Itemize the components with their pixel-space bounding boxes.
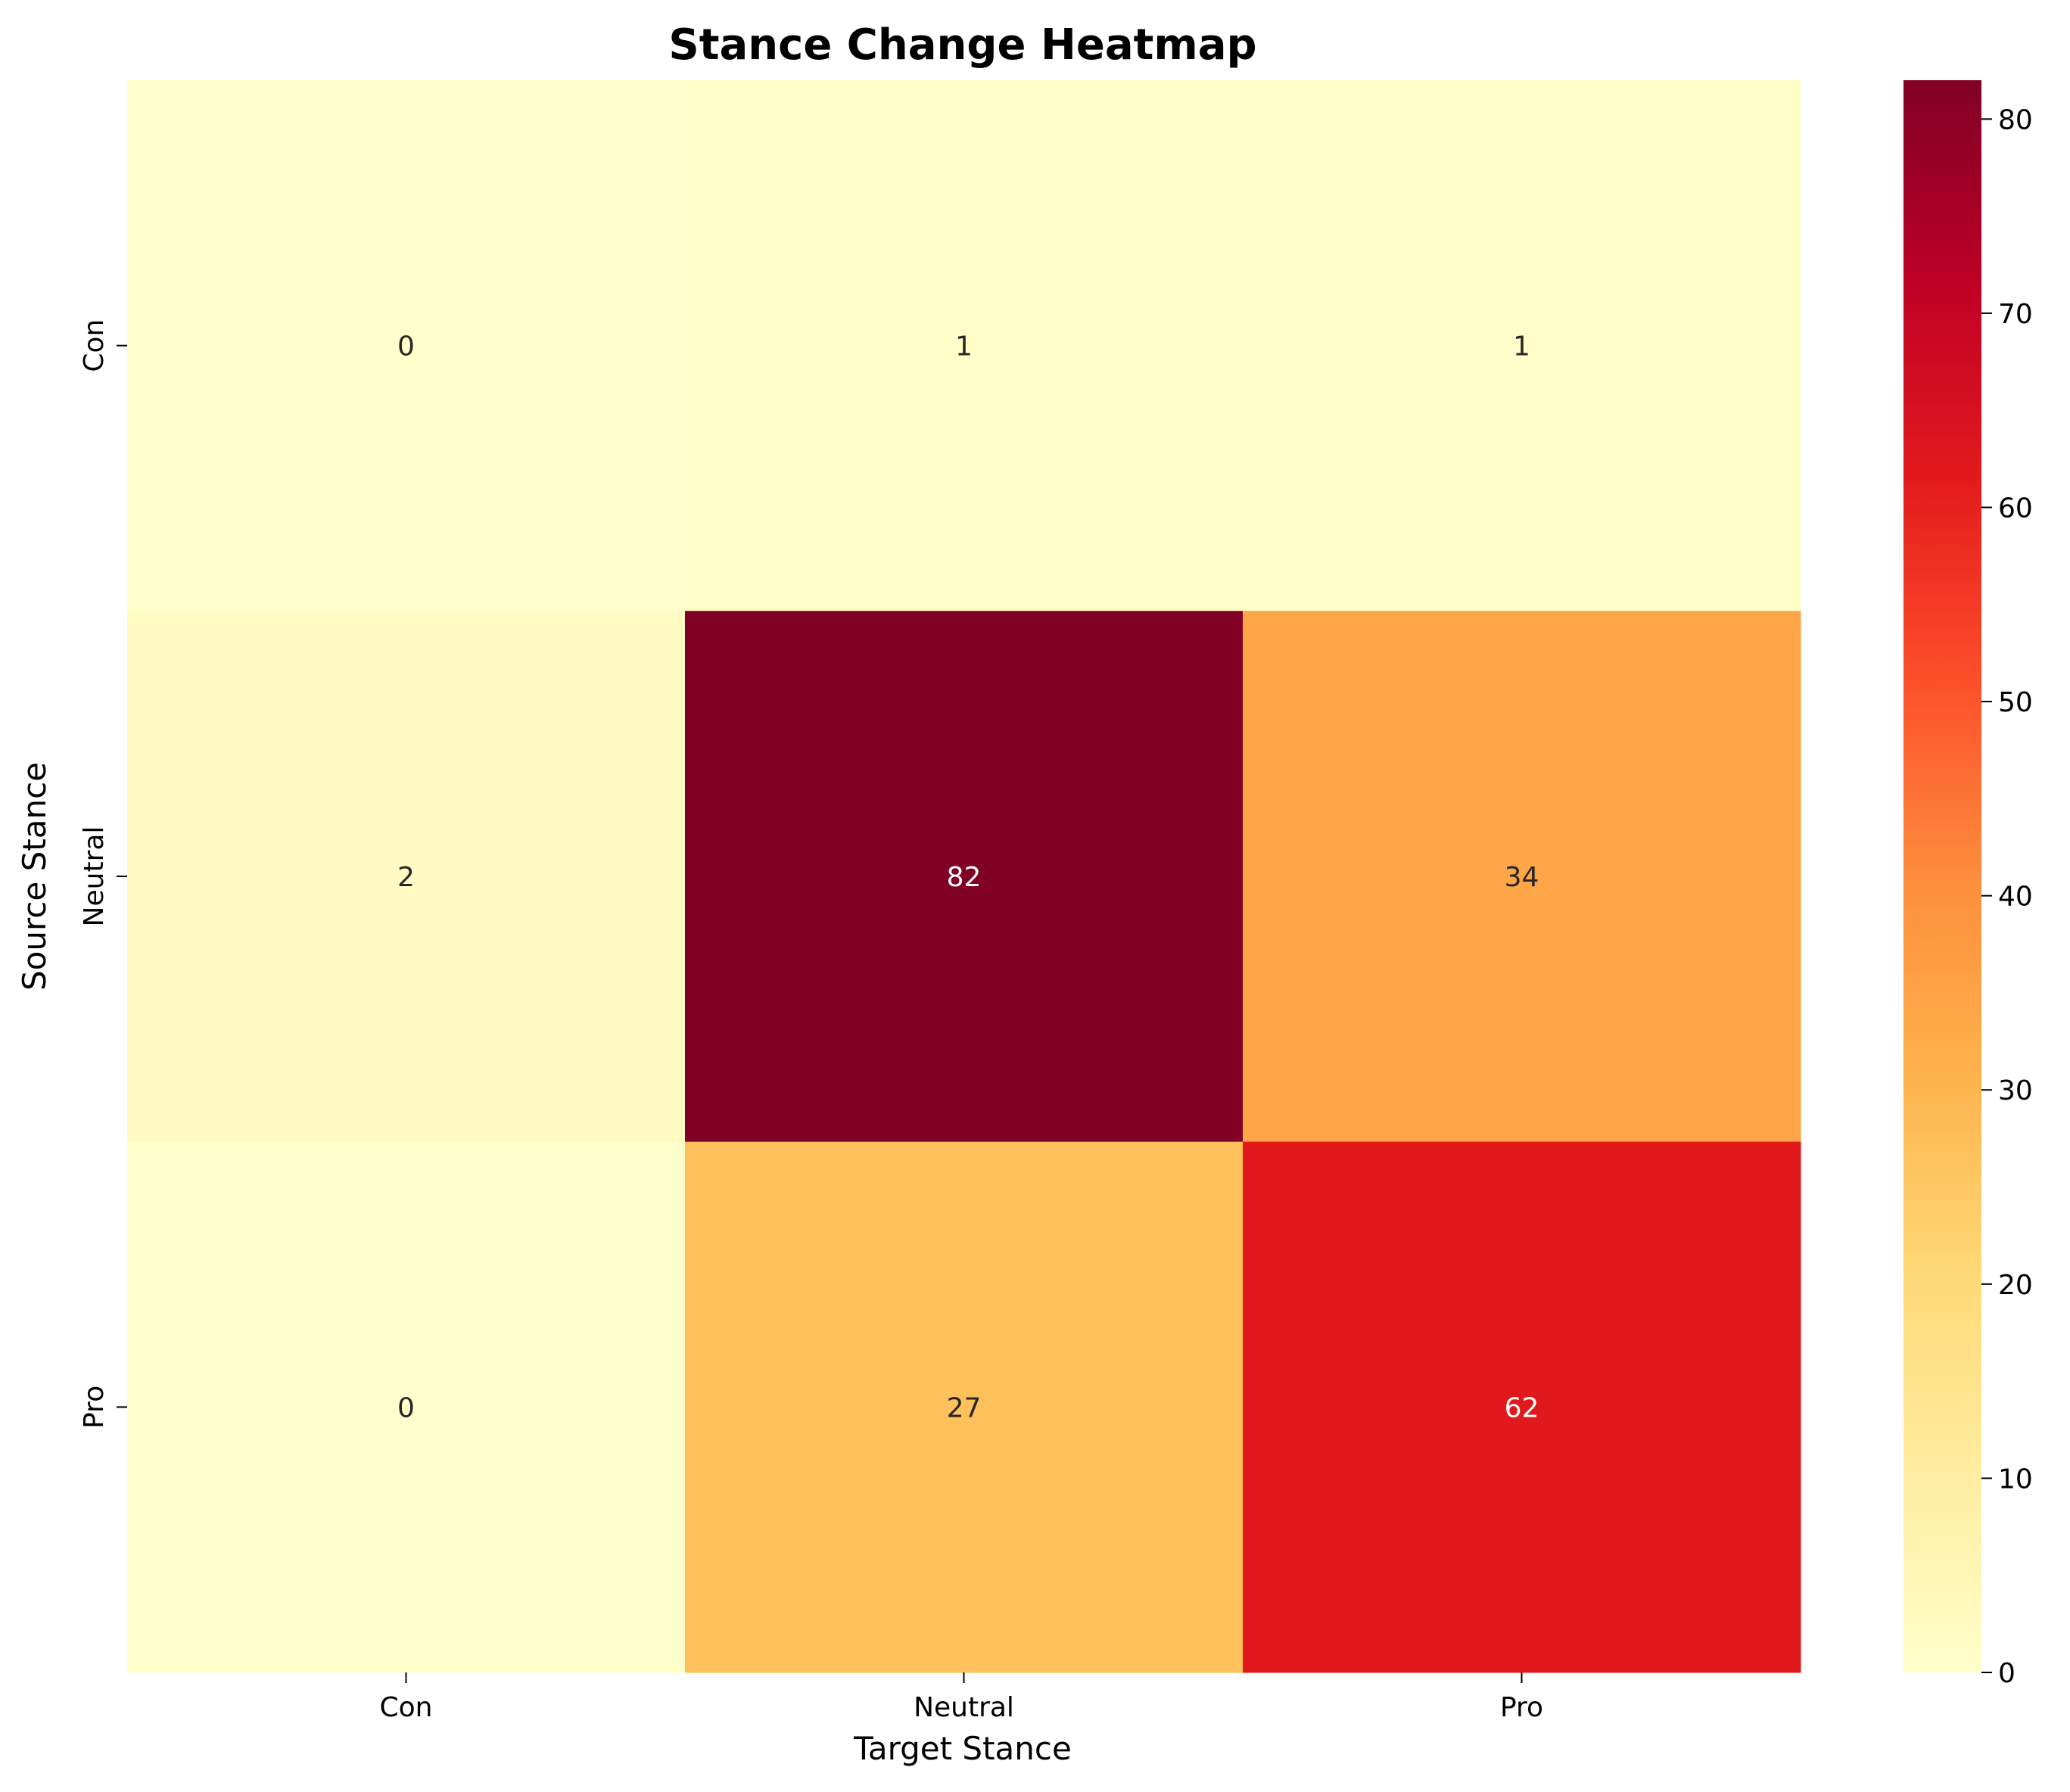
- cell-value-label: 1: [1513, 331, 1530, 362]
- colorbar-tick-label: 0: [1998, 1658, 2016, 1689]
- y-tick-label: Con: [79, 319, 110, 372]
- colorbar-gradient: [1903, 80, 1981, 1672]
- colorbar-tick-label: 60: [1998, 493, 2033, 524]
- cell-value-label: 2: [397, 862, 415, 893]
- colorbar-tick-label: 70: [1998, 299, 2033, 330]
- x-axis-label: Target Stance: [853, 1730, 1072, 1767]
- colorbar: 0 10 20 30 40 50 60 70 80: [1903, 80, 2033, 1689]
- heatmap-cell: [685, 611, 1244, 1143]
- x-axis-ticks: Con Neutral Pro: [380, 1672, 1543, 1723]
- cell-value-label: 1: [955, 331, 973, 362]
- heatmap-cell: [1243, 611, 1801, 1143]
- colorbar-tick-label: 40: [1998, 882, 2033, 913]
- cell-value-label: 62: [1505, 1392, 1539, 1423]
- y-axis-ticks: Con Neutral Pro: [79, 319, 127, 1429]
- heatmap-cell: [685, 80, 1244, 611]
- y-tick-label: Neutral: [79, 826, 110, 927]
- heatmap-cell: [685, 1141, 1244, 1673]
- y-axis-label: Source Stance: [16, 762, 53, 991]
- y-tick-label: Pro: [79, 1386, 110, 1429]
- x-tick-label: Pro: [1500, 1692, 1543, 1723]
- heatmap-cell: [127, 80, 686, 611]
- cell-value-label: 34: [1505, 862, 1539, 893]
- x-tick-label: Neutral: [914, 1692, 1014, 1723]
- x-tick-label: Con: [380, 1692, 433, 1723]
- cell-value-label: 82: [947, 862, 982, 893]
- colorbar-ticks: 0 10 20 30 40 50 60 70 80: [1981, 104, 2033, 1689]
- cell-value-label: 27: [947, 1392, 982, 1423]
- colorbar-tick-label: 80: [1998, 104, 2033, 135]
- heatmap-cell: [127, 611, 686, 1143]
- heatmap-cell: [1243, 1141, 1801, 1673]
- heatmap-cells: [127, 80, 1801, 1673]
- colorbar-tick-label: 20: [1998, 1270, 2033, 1301]
- chart-title: Stance Change Heatmap: [668, 20, 1256, 70]
- heatmap-cell: [1243, 80, 1801, 611]
- heatmap-cell-labels: 0 1 1 2 82 34 0 27 62: [397, 331, 1539, 1424]
- colorbar-tick-label: 50: [1998, 687, 2033, 718]
- colorbar-tick-label: 10: [1998, 1464, 2033, 1495]
- cell-value-label: 0: [397, 331, 415, 362]
- cell-value-label: 0: [397, 1392, 415, 1423]
- colorbar-tick-label: 30: [1998, 1075, 2033, 1106]
- heatmap-cell: [127, 1141, 686, 1673]
